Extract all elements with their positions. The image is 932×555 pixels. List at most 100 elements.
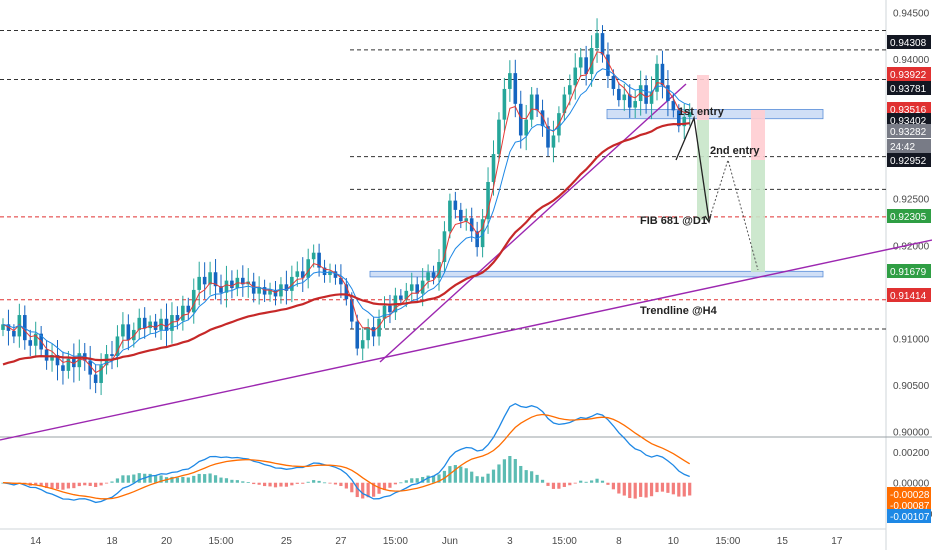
candle-body — [524, 119, 528, 136]
candle-body — [153, 321, 158, 330]
macd-histogram-bar — [355, 482, 359, 498]
macd-histogram-bar — [279, 482, 283, 487]
candle-body — [497, 119, 501, 155]
macd-histogram-bar — [295, 482, 299, 484]
macd-histogram-bar — [192, 475, 196, 483]
candle-body — [12, 330, 16, 337]
macd-histogram-bar — [639, 482, 643, 497]
candle-body — [110, 354, 114, 356]
macd-histogram-bar — [590, 480, 594, 483]
candle-body — [339, 277, 343, 285]
candle-body — [600, 33, 605, 55]
macd-histogram-bar — [513, 459, 517, 483]
macd-histogram-bar — [257, 482, 261, 485]
take-profit-zone-2 — [751, 160, 765, 272]
candle-body — [415, 284, 419, 294]
macd-histogram-bar — [568, 482, 572, 486]
macd-histogram-bar — [540, 479, 545, 483]
price-label: 0.93282 — [890, 127, 927, 138]
macd-histogram-bar — [99, 482, 103, 486]
candle-body — [93, 374, 98, 383]
candle-body — [388, 305, 392, 313]
candle-body — [164, 318, 169, 331]
macd-histogram-bar — [682, 482, 686, 497]
macd-histogram-bar — [273, 482, 278, 488]
macd-histogram-bar — [104, 482, 109, 484]
time-axis-tick: 15:00 — [715, 536, 740, 547]
macd-histogram-bar — [426, 475, 430, 483]
macd-value-label: -0.00107 — [890, 512, 930, 523]
price-label-bg — [887, 153, 931, 167]
candle-body — [273, 289, 278, 297]
macd-histogram-bar — [115, 478, 120, 483]
candle-body — [508, 73, 512, 89]
candle-body — [568, 85, 572, 95]
candle-body — [480, 219, 485, 248]
macd-histogram-bar — [595, 478, 599, 483]
candle-body — [88, 360, 92, 375]
candle-body — [595, 33, 599, 49]
macd-histogram-bar — [475, 476, 479, 483]
price-axis-tick: 0.94000 — [893, 55, 930, 66]
macd-histogram-bar — [404, 480, 408, 483]
macd-histogram-bar — [83, 482, 87, 486]
macd-axis-tick: 0.00200 — [893, 448, 930, 459]
macd-histogram-bar — [268, 482, 272, 487]
price-axis-tick: 0.90000 — [893, 427, 930, 438]
candle-body — [377, 318, 381, 337]
candle-body — [682, 116, 687, 127]
candle-body — [666, 85, 670, 102]
macd-histogram-bar — [655, 482, 659, 493]
macd-histogram-bar — [213, 475, 218, 483]
macd-histogram-bar — [208, 473, 212, 483]
price-label-bg — [887, 139, 931, 153]
macd-histogram-bar — [486, 473, 490, 483]
time-axis-tick: 25 — [281, 536, 293, 547]
macd-histogram-bar — [611, 482, 615, 490]
price-label-bg — [887, 209, 931, 223]
candle-body — [409, 284, 414, 291]
candle-body — [311, 252, 316, 260]
candle-body — [611, 75, 616, 89]
candle-body — [360, 340, 365, 349]
macd-histogram-bar — [666, 482, 670, 493]
macd-histogram-bar — [61, 482, 65, 490]
macd-histogram-bar — [530, 471, 534, 483]
price-label: 0.92305 — [890, 212, 927, 223]
annotation-fib: FIB 681 @D1 — [640, 215, 707, 227]
macd-histogram-bar — [50, 482, 54, 489]
macd-histogram-bar — [688, 482, 692, 496]
price-axis-tick: 0.91000 — [893, 334, 930, 345]
candle-body — [399, 295, 403, 300]
candle-body — [420, 280, 425, 294]
macd-histogram-bar — [219, 477, 223, 483]
macd-histogram-bar — [437, 474, 441, 483]
time-axis-tick: 14 — [30, 536, 42, 547]
macd-value-label: -0.00087 — [890, 501, 930, 512]
candle-body — [99, 365, 103, 383]
macd-histogram-bar — [284, 482, 288, 487]
candle-body — [366, 327, 370, 341]
h4-trendline — [0, 239, 932, 441]
candle-body — [197, 276, 201, 290]
candle-body — [687, 112, 692, 117]
macd-histogram-bar — [464, 468, 468, 483]
time-axis-tick: 18 — [106, 536, 118, 547]
candle-body — [333, 271, 338, 278]
time-axis-tick: 17 — [831, 536, 843, 547]
macd-histogram-bar — [148, 473, 152, 483]
candle-body — [137, 317, 142, 330]
price-axis-tick: 0.90500 — [893, 381, 930, 392]
macd-histogram-bar — [312, 480, 316, 483]
candle-body — [350, 299, 354, 322]
macd-histogram-bar — [497, 464, 501, 483]
candle-body — [448, 200, 452, 232]
candle-body — [453, 200, 458, 210]
macd-histogram-bar — [132, 474, 136, 483]
annotation-second-entry: 2nd entry — [710, 145, 760, 157]
candle-body — [126, 324, 131, 341]
time-axis-tick: 15:00 — [552, 536, 577, 547]
price-label-bg — [887, 264, 931, 278]
